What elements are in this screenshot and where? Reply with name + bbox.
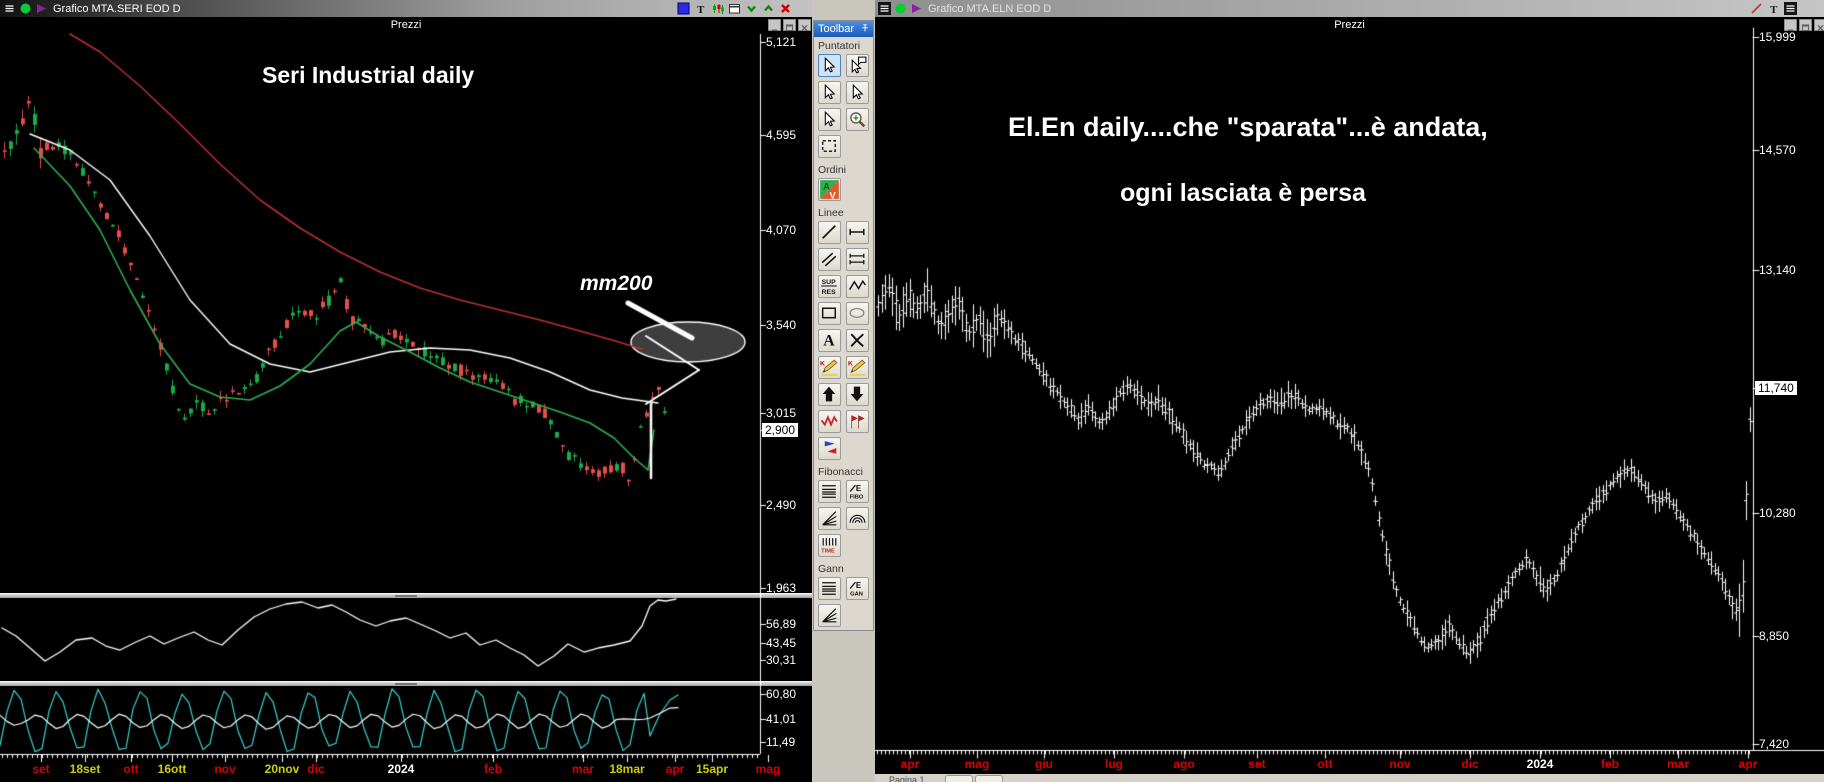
tool-sup-res[interactable]: SUP RES	[818, 275, 841, 298]
toolbar-section-ordini: Ordini A V	[814, 161, 873, 204]
toolbar-title: Toolbar	[818, 23, 855, 35]
pin-icon[interactable]	[859, 23, 871, 35]
svg-text:V: V	[830, 190, 837, 200]
tool-horizontal-channel[interactable]	[846, 248, 869, 271]
tool-pointer-alt-1[interactable]	[818, 81, 841, 104]
svg-text:K: K	[848, 360, 853, 367]
svg-text:K: K	[820, 360, 825, 367]
tool-zigzag[interactable]	[846, 275, 869, 298]
tool-gann-levels[interactable]	[818, 577, 841, 600]
toolbar-section-label: Fibonacci	[818, 466, 863, 478]
tool-flags[interactable]	[846, 410, 869, 433]
tool-parallel-channel[interactable]	[818, 248, 841, 271]
svg-text:FIBO: FIBO	[850, 494, 864, 500]
toolbar-section-label: Ordini	[818, 164, 847, 176]
tool-pointer-alt-3[interactable]	[818, 108, 841, 131]
tool-erase-cross[interactable]	[846, 329, 869, 352]
svg-text:TIME: TIME	[821, 548, 835, 554]
toolbar-section-puntatori: Puntatori	[814, 37, 873, 161]
tool-pencil-k-2[interactable]: K	[846, 356, 869, 379]
toolbar-titlebar[interactable]: Toolbar	[814, 21, 873, 37]
svg-text:SUP: SUP	[822, 279, 836, 286]
svg-text:RES: RES	[822, 289, 836, 296]
tool-pencil-k-1[interactable]: K	[818, 356, 841, 379]
tool-arrow-down[interactable]	[846, 383, 869, 406]
tool-fib-time[interactable]: TIME	[818, 534, 841, 557]
tool-fib-expansion[interactable]: E FIBO	[846, 480, 869, 503]
tool-fib-fan[interactable]	[818, 507, 841, 530]
svg-text:GAN: GAN	[850, 591, 863, 597]
svg-text:A: A	[823, 333, 835, 350]
tool-gann-expansion[interactable]: E GAN	[846, 577, 869, 600]
toolbar-section-label: Gann	[818, 563, 844, 575]
tool-trend-line[interactable]	[818, 221, 841, 244]
tool-flag-blue-red[interactable]	[818, 437, 841, 460]
tool-ellipse[interactable]	[846, 302, 869, 325]
tool-zoom-tool[interactable]	[846, 108, 869, 131]
tool-arrow-up[interactable]	[818, 383, 841, 406]
tool-pointer-alt-2[interactable]	[846, 81, 869, 104]
toolbar-section-fibonacci: Fibonacci E FIBO TIME	[814, 463, 873, 560]
svg-text:A: A	[823, 182, 830, 192]
tool-pointer-callout[interactable]	[846, 54, 869, 77]
toolbar-section-label: Linee	[818, 207, 844, 219]
tool-rectangle[interactable]	[818, 302, 841, 325]
tool-horizontal-segment[interactable]	[846, 221, 869, 244]
tool-pointer-select[interactable]	[818, 54, 841, 77]
tool-fib-levels[interactable]	[818, 480, 841, 503]
tool-fib-arcs[interactable]	[846, 507, 869, 530]
tool-wave[interactable]	[818, 410, 841, 433]
toolbar-section-label: Puntatori	[818, 40, 861, 52]
toolbar-section-linee: Linee SUP RES A K K	[814, 204, 873, 463]
tool-text[interactable]: A	[818, 329, 841, 352]
tool-gann-fan[interactable]	[818, 604, 841, 627]
toolbar-palette: Toolbar Puntatori Ordini A V Linee SUP RES A K K F…	[813, 20, 874, 631]
toolbar-section-gann: Gann E GAN	[814, 560, 873, 630]
tool-selection-box[interactable]	[818, 135, 841, 158]
svg-text:E: E	[856, 581, 861, 590]
svg-text:E: E	[856, 484, 861, 493]
